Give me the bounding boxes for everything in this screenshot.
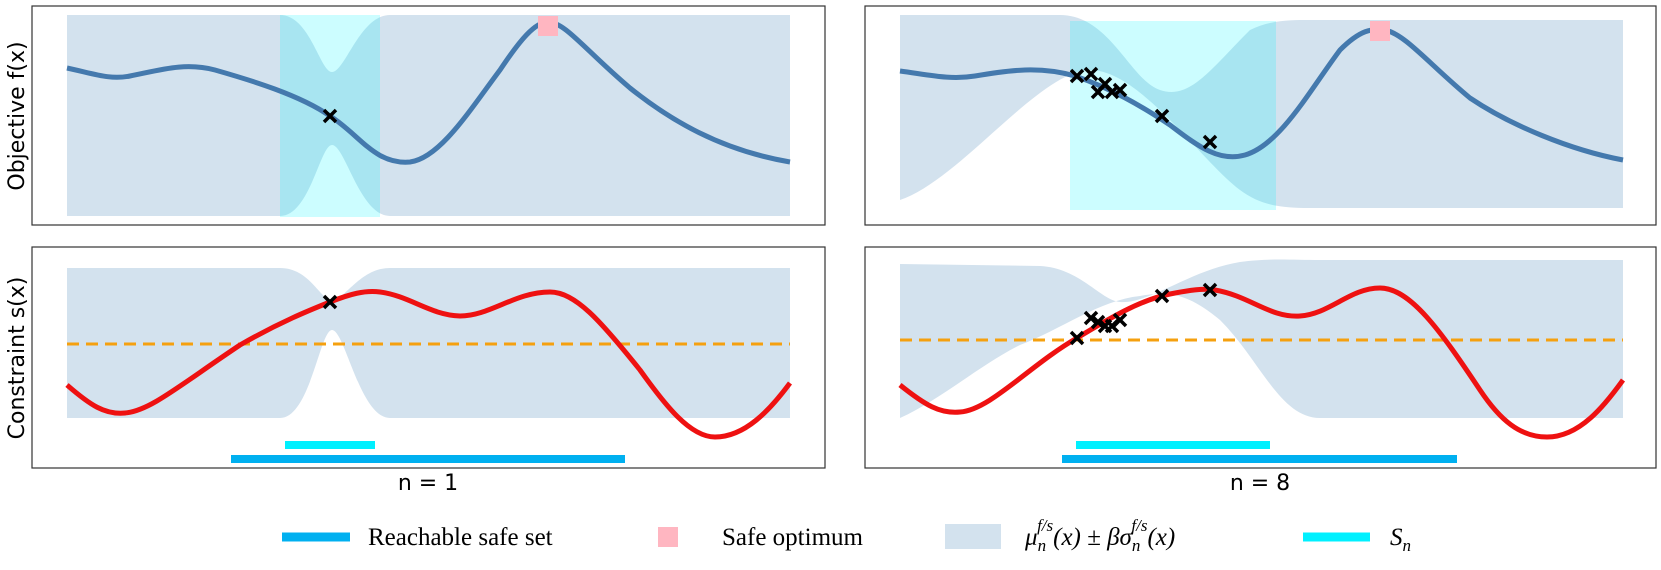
safe-set-region [1070, 21, 1276, 210]
safe-optimum [1370, 21, 1390, 41]
safe-optimum [538, 16, 558, 36]
constraint-panel-n8 [864, 246, 1657, 469]
sample [322, 108, 338, 124]
confidence-band [67, 15, 790, 216]
frame [31, 246, 826, 469]
column-label: n = 1 [398, 471, 458, 496]
constraint-panel-n1 [31, 246, 826, 469]
legend-label: Safe optimum [722, 524, 864, 551]
samples [1069, 282, 1218, 346]
legend-swatch [945, 524, 1001, 549]
column-label: n = 8 [1230, 471, 1290, 496]
objective-curve [899, 26, 1624, 163]
legend-label: μnf/s(x) ± βσnf/s(x) [1024, 516, 1175, 555]
legend-label: Reachable safe set [368, 524, 553, 551]
y-label: Constraint s(x) [5, 277, 30, 440]
objective-curve [66, 19, 791, 165]
legend-swatch [658, 527, 678, 547]
confidence-band [900, 15, 1623, 208]
sample [322, 294, 338, 310]
legend-label: Sn [1390, 524, 1411, 555]
objective-panel-n8 [864, 5, 1657, 226]
frame [31, 5, 826, 226]
frame [864, 246, 1657, 469]
frame [864, 5, 1657, 226]
objective-panel-n1 [31, 5, 826, 226]
legend: Reachable safe set Safe optimum μnf/s(x)… [282, 516, 1411, 555]
y-label: Objective f(x) [5, 41, 30, 190]
samples [1069, 66, 1218, 150]
constraint-curve [898, 285, 1626, 440]
constraint-curve [65, 289, 793, 440]
